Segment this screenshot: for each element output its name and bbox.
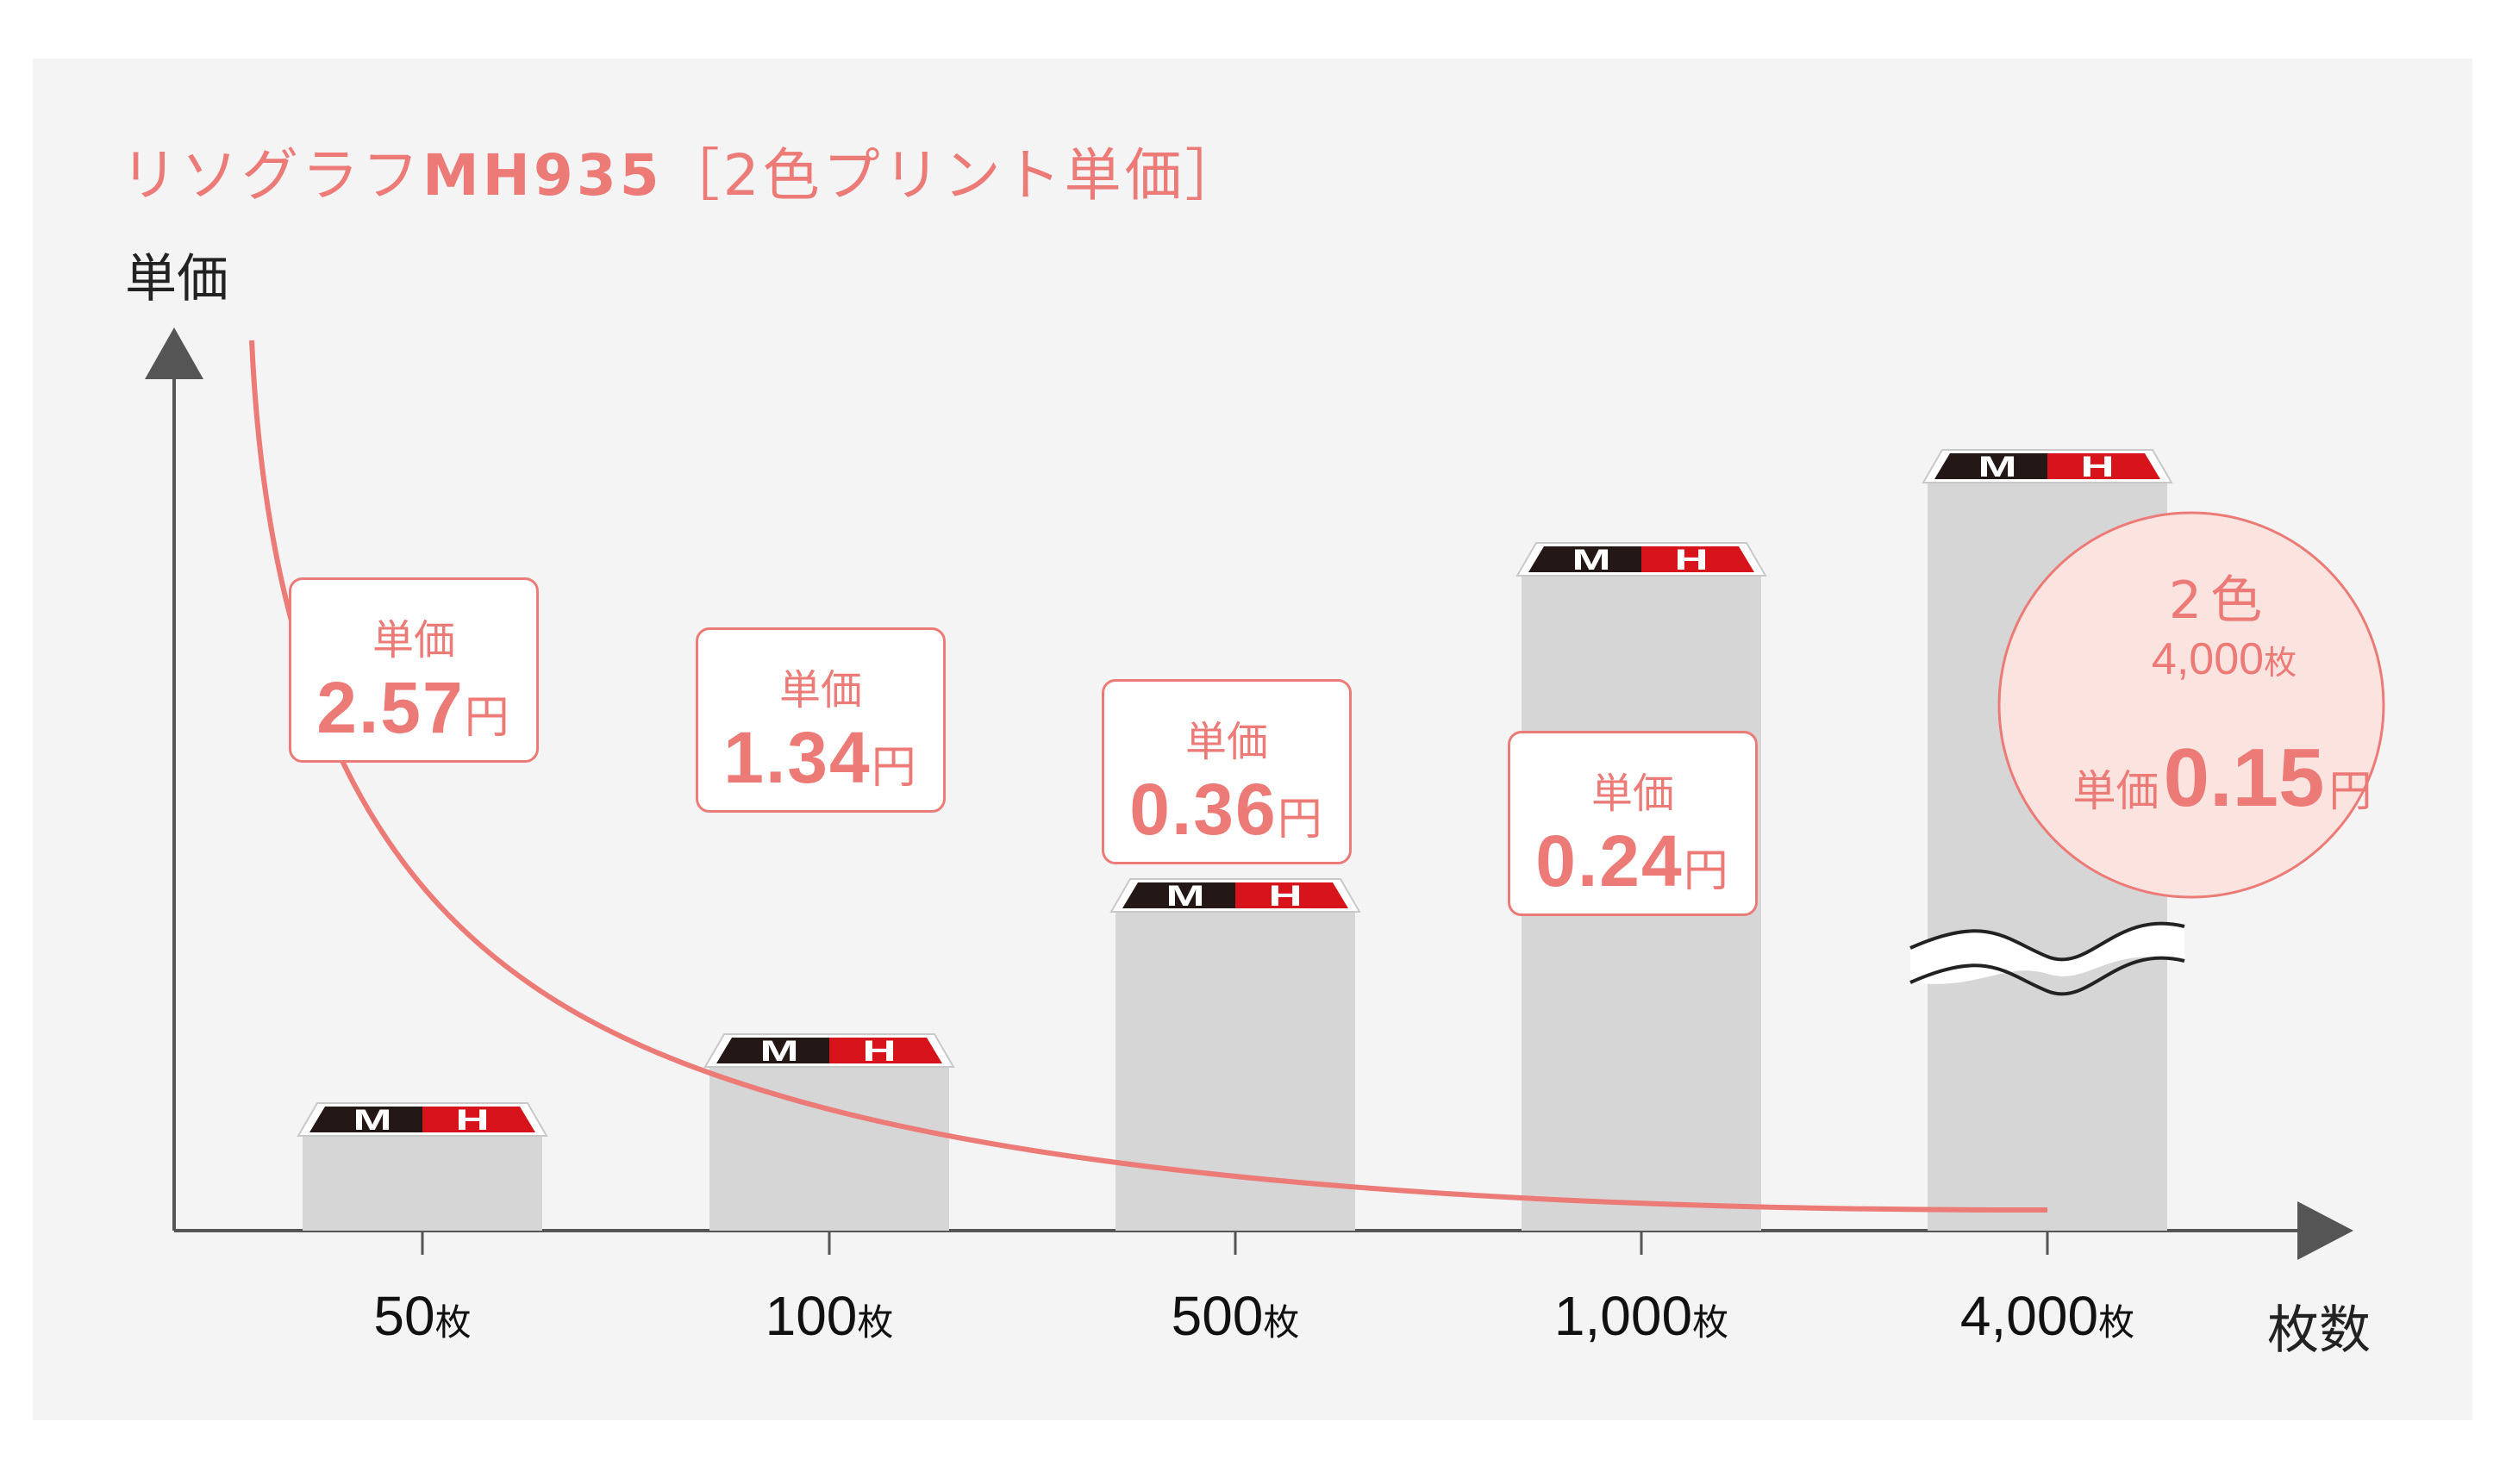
price-box-3: 単価 0.24円 bbox=[1508, 731, 1758, 916]
bar-0 bbox=[303, 1136, 542, 1231]
price-box-value: 0.24円 bbox=[1535, 820, 1730, 901]
logo-red-half-3 bbox=[1641, 546, 1754, 572]
x-tick-label-1: 100枚 bbox=[765, 1285, 894, 1347]
x-axis-label: 枚数 bbox=[2267, 1300, 2371, 1361]
chart-title: リソグラフMH935［2色プリント単価］ bbox=[121, 129, 1246, 212]
price-box-label: 単価 bbox=[372, 616, 455, 664]
logo-letter-m-4: M bbox=[1978, 450, 2016, 483]
price-box-1: 単価 1.34円 bbox=[696, 627, 946, 813]
x-axis-arrow bbox=[2297, 1201, 2353, 1260]
logo-letter-h-2: H bbox=[1268, 879, 1302, 912]
badge-price: 単価 0.15 円 bbox=[2072, 732, 2372, 824]
logo-letter-m-0: M bbox=[353, 1103, 391, 1136]
price-box-value: 2.57円 bbox=[316, 667, 511, 748]
logo-dark-half-0 bbox=[309, 1107, 422, 1132]
logo-letter-m-1: M bbox=[759, 1034, 798, 1067]
x-tick-label-4: 4,000枚 bbox=[1959, 1285, 2135, 1347]
logo-letter-h-3: H bbox=[1674, 543, 1708, 576]
logo-letter-h-1: H bbox=[862, 1034, 896, 1067]
badge-line-2: 4,000枚 bbox=[2151, 634, 2297, 684]
logo-dark-half-4 bbox=[1934, 453, 2047, 479]
logo-dark-half-2 bbox=[1122, 882, 1235, 908]
logo-red-half-0 bbox=[422, 1107, 535, 1132]
logo-letter-h-4: H bbox=[2080, 450, 2114, 483]
y-axis-label: 単価 bbox=[125, 249, 228, 309]
x-tick-label-2: 500枚 bbox=[1171, 1285, 1300, 1347]
logo-letter-m-3: M bbox=[1572, 543, 1610, 576]
x-tick-label-3: 1,000枚 bbox=[1553, 1285, 1729, 1347]
logo-dark-half-1 bbox=[716, 1038, 829, 1063]
bar-break-line-upper bbox=[1909, 921, 2185, 962]
bar-break-gap bbox=[1910, 923, 2184, 984]
price-box-label: 単価 bbox=[1590, 770, 1674, 818]
price-box-2: 単価 0.36円 bbox=[1102, 679, 1352, 864]
title-suffix: ［2色プリント単価］ bbox=[662, 142, 1246, 209]
logo-red-half-2 bbox=[1235, 882, 1348, 908]
title-prefix: リソグラフ bbox=[121, 142, 422, 209]
bar-1 bbox=[709, 1067, 949, 1231]
x-tick-label-0: 50枚 bbox=[373, 1285, 472, 1347]
logo-letter-m-2: M bbox=[1166, 879, 1204, 912]
price-box-value: 1.34円 bbox=[723, 717, 918, 798]
highlight-badge bbox=[1997, 511, 2385, 899]
y-axis-arrow bbox=[145, 327, 203, 379]
logo-red-half-4 bbox=[2047, 453, 2160, 479]
price-box-label: 単価 bbox=[778, 666, 862, 714]
badge-line-1: 2色 bbox=[2168, 571, 2272, 631]
title-model: MH935 bbox=[422, 142, 663, 209]
price-box-value: 0.36円 bbox=[1129, 769, 1324, 850]
bar-break-line-lower bbox=[1909, 956, 2185, 996]
logo-dark-half-3 bbox=[1528, 546, 1641, 572]
logo-letter-h-0: H bbox=[455, 1103, 489, 1136]
price-box-0: 単価 2.57円 bbox=[289, 577, 539, 763]
price-box-label: 単価 bbox=[1184, 718, 1268, 766]
logo-red-half-1 bbox=[829, 1038, 942, 1063]
